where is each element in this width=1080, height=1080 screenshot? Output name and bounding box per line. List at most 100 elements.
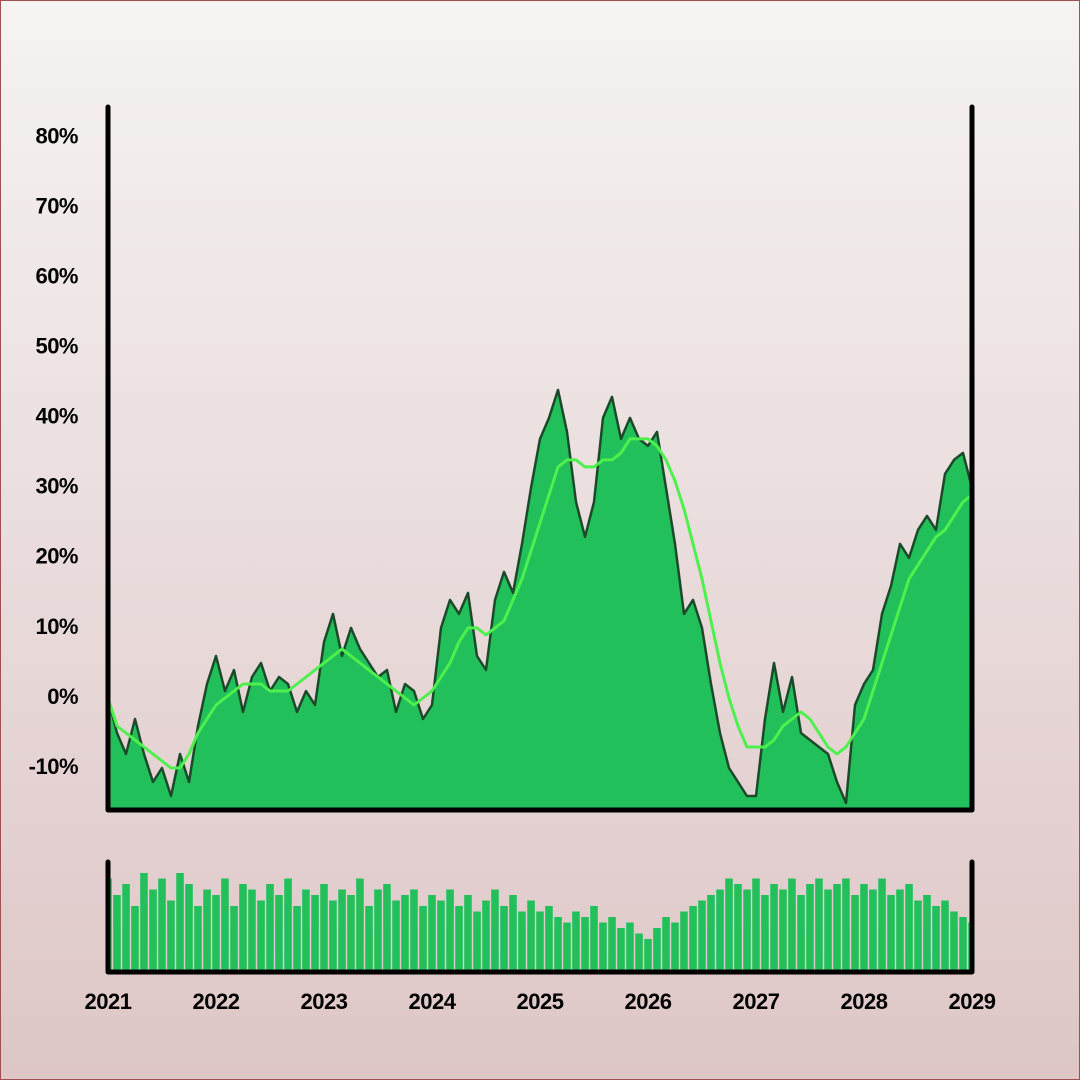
volume-bar [491,889,499,972]
volume-bar [905,884,913,972]
volume-bar [860,884,868,972]
y-tick-label: 80% [35,124,78,149]
volume-bar [950,911,958,972]
volume-bar [806,884,814,972]
volume-bar [374,889,382,972]
y-tick-label: 60% [35,264,78,289]
volume-bar [230,906,238,972]
volume-bar [770,884,778,972]
volume-bar [419,906,427,972]
volume-bar [842,878,850,972]
volume-bar [725,878,733,972]
volume-bar [797,895,805,972]
volume-bar [392,900,400,972]
volume-bar [563,922,571,972]
volume-bar [185,884,193,972]
volume-bar [347,895,355,972]
y-tick-label: 30% [35,474,78,499]
volume-bar [320,884,328,972]
volume-bar [329,900,337,972]
volume-bar [212,895,220,972]
volume-bar [761,895,769,972]
volume-bar [941,900,949,972]
volume-bar [131,906,139,972]
y-tick-label: 50% [35,334,78,359]
volume-bar [851,895,859,972]
volume-bar [149,889,157,972]
volume-bar [653,928,661,972]
x-tick-label: 2021 [85,989,132,1014]
volume-bar [689,906,697,972]
volume-bar [365,906,373,972]
y-tick-label: 10% [35,614,78,639]
volume-bar [113,895,121,972]
volume-bar [176,873,184,972]
x-tick-label: 2026 [625,989,672,1014]
volume-bar [527,900,535,972]
volume-bar [338,889,346,972]
volume-bar [599,922,607,972]
x-tick-label: 2022 [193,989,240,1014]
x-tick-label: 2029 [949,989,996,1014]
volume-bar [608,917,616,972]
volume-bar [455,906,463,972]
y-tick-label: 20% [35,544,78,569]
volume-bar [815,878,823,972]
volume-bar [536,911,544,972]
volume-bar [410,889,418,972]
volume-bar [572,911,580,972]
y-tick-label: 40% [35,404,78,429]
volume-bar [833,884,841,972]
volume-bar [662,917,670,972]
x-tick-label: 2023 [301,989,348,1014]
volume-bar [518,911,526,972]
axis-frame [105,859,975,975]
volume-bar [626,922,634,972]
volume-bar [779,889,787,972]
volume-bar [284,878,292,972]
volume-bar [158,878,166,972]
y-tick-label: -10% [29,754,78,779]
volume-bar [617,928,625,972]
volume-bar [311,895,319,972]
volume-bar [878,878,886,972]
volume-bar [221,878,229,972]
volume-bar [275,895,283,972]
y-tick-label: 70% [35,194,78,219]
volume-bar [428,895,436,972]
volume-bar [239,884,247,972]
volume-bar [194,906,202,972]
x-tick-label: 2028 [841,989,888,1014]
volume-bar [671,922,679,972]
volume-bar [464,895,472,972]
volume-bar [482,900,490,972]
volume-bar [437,900,445,972]
volume-bar [680,911,688,972]
volume-bar [383,884,391,972]
volume-bar [167,900,175,972]
volume-bar [545,906,553,972]
volume-bar [590,906,598,972]
volume-bar [743,889,751,972]
volume-bar [707,895,715,972]
volume-bar [734,884,742,972]
volume-bar [581,917,589,972]
plot-layer: -10% 0% 10% 20% 30% 40% 50% 60% 70% 80% 2021 2022 20… [29,104,996,1014]
volume-bar [140,873,148,972]
volume-bar [923,895,931,972]
x-tick-label: 2027 [733,989,780,1014]
volume-bar [473,911,481,972]
volume-bar [716,889,724,972]
volume-bar [122,884,130,972]
area-outline [106,388,974,805]
x-tick-label: 2024 [409,989,457,1014]
volume-bar [446,889,454,972]
volume-bar [248,889,256,972]
volume-bar [401,895,409,972]
moving-average-line [106,437,973,770]
volume-bar [698,900,706,972]
volume-bar [266,884,274,972]
volume-bar [203,889,211,972]
volume-bar [257,900,265,972]
